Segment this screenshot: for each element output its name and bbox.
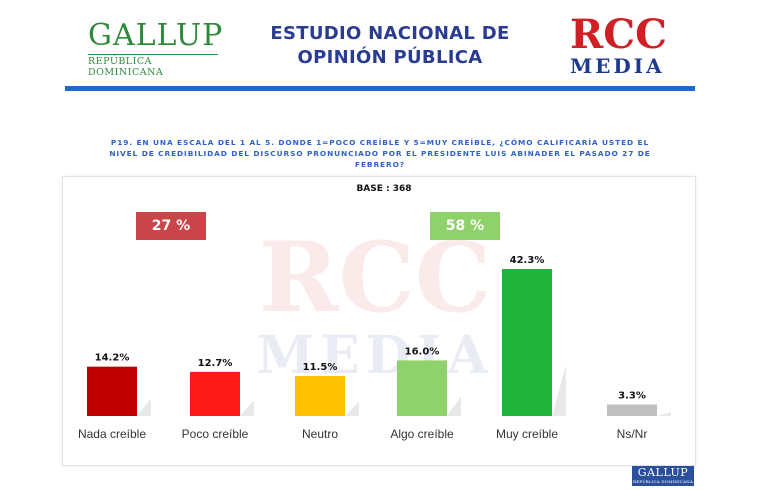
- category-label-nada-creible: Nada creíble: [78, 427, 146, 441]
- question-text: P19. EN UNA ESCALA DEL 1 AL 5. DONDE 1=P…: [109, 138, 651, 169]
- bar-ns-nr: [607, 404, 657, 416]
- header-divider: [65, 86, 695, 91]
- rcc-media-logo: RCC MEDIA: [570, 11, 667, 78]
- bar-shadow-algo-creible: [447, 396, 461, 416]
- bar-shadow-ns-nr: [657, 411, 671, 416]
- value-label-poco-creible: 12.7%: [198, 358, 233, 369]
- page-title: ESTUDIO NACIONAL DE OPINIÓN PÚBLICA: [245, 22, 535, 70]
- bar-algo-creible: [397, 360, 447, 416]
- base-label: BASE : 368: [356, 184, 412, 194]
- category-label-algo-creible: Algo creíble: [390, 427, 454, 441]
- bar-muy-creible: [502, 269, 552, 416]
- value-label-neutro: 11.5%: [303, 362, 338, 373]
- rcc-logo-line2: MEDIA: [570, 54, 665, 78]
- chart-frame: [62, 176, 696, 466]
- gallup-logo-name: GALLUP: [88, 18, 224, 53]
- value-label-ns-nr: 3.3%: [618, 391, 646, 402]
- gallup-logo: GALLUP REPÚBLICA DOMINICANA: [88, 18, 224, 78]
- bar-shadow-nada-creible: [137, 398, 151, 416]
- bar-shadow-muy-creible: [552, 364, 566, 416]
- category-label-ns-nr: Ns/Nr: [617, 427, 648, 441]
- gallup-logo-subtitle: REPÚBLICA DOMINICANA: [88, 54, 218, 78]
- category-label-muy-creible: Muy creíble: [496, 427, 558, 441]
- value-label-nada-creible: 14.2%: [95, 353, 130, 364]
- value-label-algo-creible: 16.0%: [405, 346, 440, 357]
- rcc-logo-line1: RCC: [570, 11, 667, 58]
- value-label-muy-creible: 42.3%: [510, 255, 545, 266]
- bar-nada-creible: [87, 366, 137, 416]
- bar-shadow-neutro: [345, 402, 359, 416]
- gallup-corner-logo: GALLUP REPÚBLICA DOMINICANA: [632, 466, 694, 486]
- page-title-line1: ESTUDIO NACIONAL DE: [270, 23, 510, 44]
- page-title-line2: OPINIÓN PÚBLICA: [297, 47, 483, 68]
- corner-logo-subtitle: REPÚBLICA DOMINICANA: [633, 479, 693, 484]
- negative-total-badge: 27 %: [136, 212, 206, 240]
- bar-shadow-poco-creible: [240, 400, 254, 416]
- bar-poco-creible: [190, 371, 240, 416]
- positive-total-badge: 58 %: [430, 212, 500, 240]
- corner-logo-name: GALLUP: [637, 466, 689, 479]
- bar-neutro: [295, 376, 345, 416]
- category-label-neutro: Neutro: [302, 427, 338, 441]
- category-label-poco-creible: Poco creíble: [182, 427, 249, 441]
